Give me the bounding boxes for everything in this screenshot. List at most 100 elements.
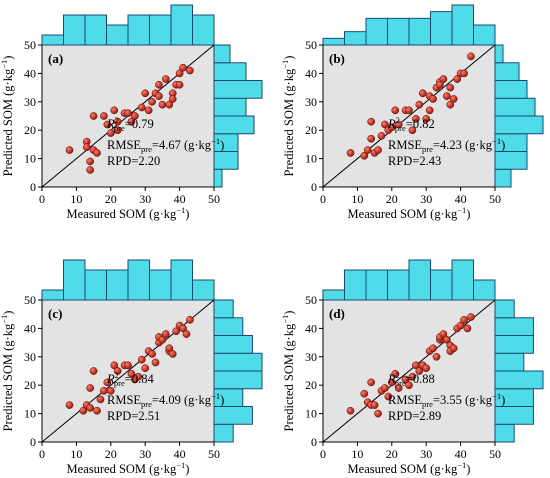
data-point [127,117,136,126]
data-point [360,389,369,398]
rmse-unit-close: ) [501,138,505,152]
x-axis-unit-exp: −1 [176,460,185,470]
data-point [425,106,434,115]
data-point [442,92,451,100]
r2-exponent: 2 [115,115,119,125]
hist-right-bar [213,44,231,64]
x-axis-title-text: Measured SOM [348,462,428,476]
y-axis-title: Predicted SOM (g·kg−1) [280,311,296,432]
x-axis-unit: (g·kg [427,207,458,221]
panel-b: 0 10 20 30 40 50 0 10 20 30 40 50 (b) Measured SOM (g… [280,4,544,221]
r2-subscript: pre [395,123,406,133]
rmse-unit: (g·kg [181,138,212,152]
hist-right-bar [494,352,525,372]
data-point [391,369,400,378]
rmse-unit: (g·kg [462,138,493,152]
x-axis-title-text: Measured SOM [67,207,147,221]
rmse-label: RMSE [107,393,141,407]
x-axis-unit-close: ) [466,207,470,221]
rmse-value: 4.09 [159,393,181,407]
hist-top-bar [451,4,474,46]
y-tick-label: 0 [30,435,36,449]
hist-right-bar [494,97,536,117]
hist-top-bar [322,37,345,46]
data-point [82,143,91,152]
rpd-value: 2.43 [419,154,441,168]
y-tick-label: 30 [24,350,36,364]
x-tick-label: 30 [139,192,151,206]
data-point [439,330,448,338]
data-point [86,404,95,412]
rmse-annotation: RMSEpre=4.67 (g·kg−1) [107,136,224,154]
x-tick-label: 10 [351,447,363,461]
panel-a: 0 10 20 30 40 50 0 10 20 30 40 50 (a) Measured SOM (g… [0,4,263,221]
x-axis-unit-exp: −1 [457,205,466,215]
hist-top-bar [63,14,86,46]
panel-label: (d) [329,306,345,321]
data-point [110,106,119,115]
hist-top-bar [170,259,193,301]
hist-top-bar [149,14,172,46]
r2-equals: = [406,117,413,131]
data-point [86,157,95,166]
data-point [446,100,455,109]
hist-right-bar [213,352,263,372]
rmse-equals: = [152,138,159,152]
data-point [381,384,389,392]
data-point [401,375,410,384]
data-point [103,120,112,129]
x-axis-unit-close: ) [185,207,189,221]
data-point [158,335,167,344]
hist-right-bar [494,299,515,319]
r2-equals: = [125,372,132,386]
hist-top-bar [322,289,345,301]
data-point [439,75,448,83]
x-axis-unit-exp: −1 [457,460,466,470]
data-point [346,406,355,415]
data-point [106,387,115,395]
data-point [384,392,393,401]
r2-annotation: R2 pre=0.79 [106,115,154,133]
data-point [436,80,444,89]
hist-top-bar [473,279,496,301]
hist-top-bar [387,269,410,301]
rmse-subscript: pre [422,144,433,154]
rmse-unit-close: ) [501,393,505,407]
data-point [155,92,163,100]
y-tick-label: 20 [24,123,36,137]
data-point [168,95,177,103]
y-axis-title-text: Predicted SOM [1,99,15,176]
hist-top-bar [430,269,453,301]
hist-right-bar [494,168,512,188]
data-point [127,369,136,378]
hist-top-bar [106,269,129,301]
hist-right-bar [213,406,253,425]
rpd-annotation: RPD=2.89 [388,409,441,423]
data-point [422,364,431,373]
hist-top-bar [365,269,388,301]
y-axis-title: Predicted SOM (g·kg−1) [0,56,15,177]
data-point [186,316,194,324]
y-tick-label: 30 [305,95,317,109]
y-axis-unit-close: ) [1,56,15,60]
hist-top-bar [41,289,64,301]
data-point [93,406,101,415]
data-point [148,350,156,358]
rmse-value: 3.55 [440,393,462,407]
data-point [415,367,424,375]
data-point [460,69,468,78]
x-axis-unit: (g·kg [146,462,177,476]
hist-top-bar [63,259,86,301]
hist-top-bar [387,17,410,46]
hist-right-bar [213,370,263,390]
x-tick-label: 0 [39,447,45,461]
hist-right-bar [213,97,247,117]
rmse-label: RMSE [388,393,422,407]
one-to-one-line [322,299,496,443]
data-point [175,80,184,89]
hist-right-bar [213,80,263,99]
rmse-subscript: pre [422,399,433,409]
x-tick-label: 10 [351,192,363,206]
hist-right-bar [213,168,223,188]
data-point [89,112,98,120]
